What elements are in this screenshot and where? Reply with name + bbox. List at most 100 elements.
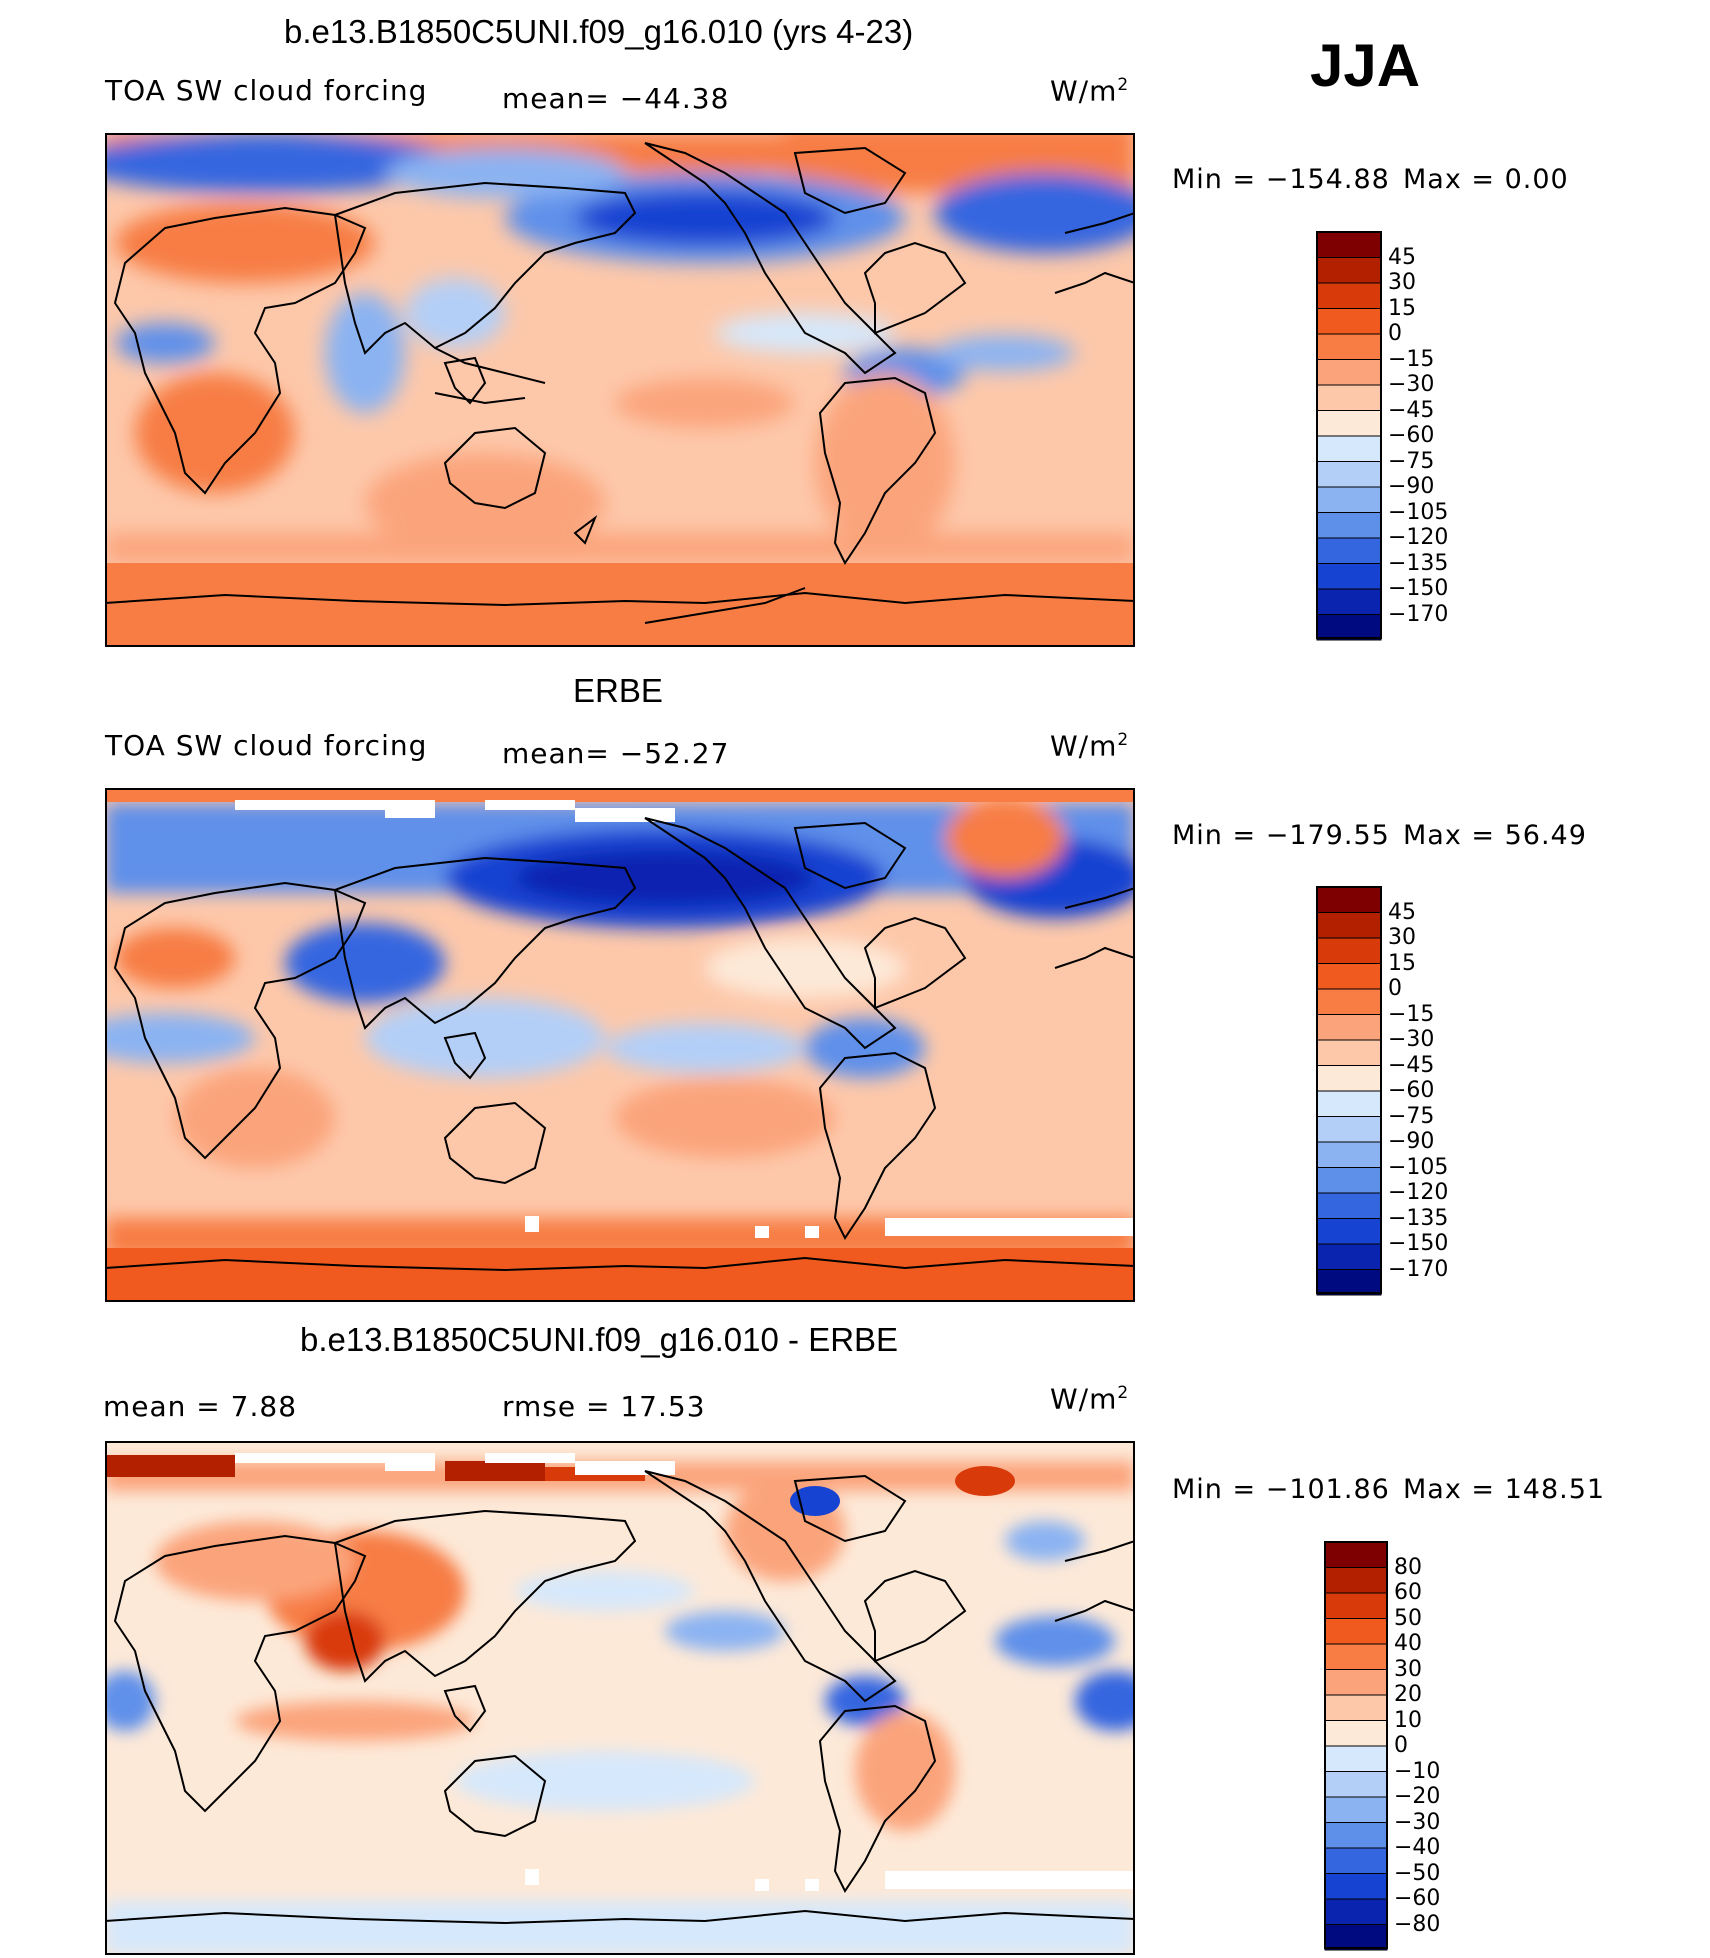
colorbar-tick-label: −170 bbox=[1388, 601, 1449, 627]
panel2-title: ERBE bbox=[573, 672, 663, 709]
colorbar-swatch bbox=[1316, 1039, 1382, 1066]
colorbar-swatch bbox=[1316, 563, 1382, 590]
colorbar-swatch bbox=[1324, 1618, 1388, 1645]
colorbar-swatch bbox=[1316, 614, 1382, 641]
colorbar-swatch bbox=[1316, 359, 1382, 386]
colorbar-swatch bbox=[1316, 1014, 1382, 1041]
colorbar-swatch bbox=[1324, 1541, 1388, 1568]
colorbar-swatch bbox=[1316, 886, 1382, 913]
colorbar-swatch bbox=[1316, 1269, 1382, 1296]
colorbar-swatch bbox=[1316, 1167, 1382, 1194]
colorbar-swatch bbox=[1316, 384, 1382, 411]
colorbar-tick-label: −60 bbox=[1394, 1886, 1441, 1911]
panel2-colorbar bbox=[1316, 886, 1382, 1296]
colorbar-swatch bbox=[1316, 486, 1382, 513]
colorbar-swatch bbox=[1324, 1669, 1388, 1696]
colorbar-swatch bbox=[1316, 1192, 1382, 1219]
colorbar-tick-label: −90 bbox=[1388, 1129, 1435, 1154]
panel2-missing-data bbox=[235, 800, 1135, 1238]
colorbar-tick-label: −60 bbox=[1388, 423, 1435, 448]
panel1-colorbar bbox=[1316, 231, 1382, 641]
colorbar-tick-label: −170 bbox=[1388, 1256, 1449, 1282]
colorbar-swatch bbox=[1316, 588, 1382, 615]
colorbar-tick-label: −135 bbox=[1388, 1205, 1449, 1231]
colorbar-tick-label: −15 bbox=[1388, 1001, 1435, 1027]
colorbar-swatch bbox=[1316, 988, 1382, 1015]
colorbar-swatch bbox=[1316, 1116, 1382, 1143]
colorbar-tick-label: 30 bbox=[1388, 270, 1416, 295]
panel3-map bbox=[105, 1441, 1135, 1955]
panel3-min-label: Min = −101.86 bbox=[1172, 1474, 1390, 1505]
panel1-variable-label: TOA SW cloud forcing bbox=[105, 74, 428, 107]
colorbar-swatch bbox=[1316, 963, 1382, 990]
panel2-coastlines bbox=[105, 817, 1135, 1272]
colorbar-tick-label: −40 bbox=[1394, 1835, 1441, 1860]
panel3-max-label: Max = 148.51 bbox=[1403, 1474, 1606, 1505]
colorbar-tick-label: 45 bbox=[1388, 899, 1416, 925]
colorbar-tick-label: 40 bbox=[1394, 1631, 1422, 1656]
colorbar-swatch bbox=[1316, 512, 1382, 539]
panel3-coastlines bbox=[105, 1470, 1135, 1925]
panel3-rmse-label: rmse = 17.53 bbox=[502, 1390, 706, 1423]
panel1-field bbox=[105, 133, 1135, 647]
colorbar-tick-label: −45 bbox=[1388, 1052, 1435, 1078]
colorbar-swatch bbox=[1324, 1720, 1388, 1747]
colorbar-swatch bbox=[1324, 1592, 1388, 1619]
colorbar-swatch bbox=[1316, 308, 1382, 335]
panel1-min-label: Min = −154.88 bbox=[1172, 164, 1390, 195]
panel1-max-label: Max = 0.00 bbox=[1403, 164, 1569, 195]
colorbar-tick-label: −150 bbox=[1388, 1231, 1449, 1256]
panel3-colorbar-swatches bbox=[1324, 1541, 1388, 1951]
colorbar-swatch bbox=[1324, 1771, 1388, 1798]
panel3-colorbar bbox=[1324, 1541, 1388, 1951]
colorbar-tick-label: −10 bbox=[1394, 1758, 1441, 1784]
colorbar-tick-label: −135 bbox=[1388, 550, 1449, 576]
panel2-variable-label: TOA SW cloud forcing bbox=[105, 729, 428, 762]
colorbar-tick-label: −60 bbox=[1388, 1078, 1435, 1103]
panel1-unit-label: W/m2 bbox=[1050, 74, 1130, 108]
colorbar-tick-label: 45 bbox=[1388, 244, 1416, 270]
colorbar-swatch bbox=[1316, 435, 1382, 462]
colorbar-swatch bbox=[1324, 1822, 1388, 1849]
panel3-mean-label: mean = 7.88 bbox=[103, 1390, 298, 1423]
panel2-colorbar-swatches bbox=[1316, 886, 1382, 1296]
colorbar-tick-label: −120 bbox=[1388, 1180, 1449, 1205]
colorbar-swatch bbox=[1316, 410, 1382, 437]
colorbar-swatch bbox=[1316, 231, 1382, 258]
panel2-field bbox=[105, 788, 1135, 1302]
panel1-colorbar-swatches bbox=[1316, 231, 1382, 641]
colorbar-tick-label: 0 bbox=[1394, 1733, 1408, 1758]
colorbar-tick-label: 15 bbox=[1388, 295, 1416, 321]
colorbar-swatch bbox=[1316, 937, 1382, 964]
panel3-field bbox=[105, 1441, 1135, 1955]
colorbar-tick-label: 60 bbox=[1394, 1580, 1422, 1605]
colorbar-swatch bbox=[1316, 537, 1382, 564]
colorbar-tick-label: −120 bbox=[1388, 525, 1449, 550]
colorbar-swatch bbox=[1324, 1847, 1388, 1874]
colorbar-tick-label: −150 bbox=[1388, 576, 1449, 601]
colorbar-tick-label: 10 bbox=[1394, 1707, 1422, 1733]
panel1-map bbox=[105, 133, 1135, 647]
colorbar-swatch bbox=[1324, 1924, 1388, 1951]
panel1-coastlines bbox=[105, 142, 1135, 624]
panel2-min-label: Min = −179.55 bbox=[1172, 820, 1390, 851]
colorbar-swatch bbox=[1316, 1090, 1382, 1117]
panel2-max-label: Max = 56.49 bbox=[1403, 820, 1587, 851]
panel1-title: b.e13.B1850C5UNI.f09_g16.010 (yrs 4-23) bbox=[284, 13, 914, 50]
colorbar-tick-label: −105 bbox=[1388, 499, 1449, 525]
colorbar-swatch bbox=[1324, 1898, 1388, 1925]
colorbar-tick-label: 20 bbox=[1394, 1682, 1422, 1707]
colorbar-swatch bbox=[1316, 1218, 1382, 1245]
panel1-mean-label: mean= −44.38 bbox=[502, 82, 730, 115]
colorbar-swatch bbox=[1316, 257, 1382, 284]
colorbar-tick-label: −50 bbox=[1394, 1860, 1441, 1886]
colorbar-tick-label: 0 bbox=[1388, 321, 1402, 346]
season-label: JJA bbox=[1310, 32, 1421, 99]
colorbar-swatch bbox=[1316, 333, 1382, 360]
colorbar-swatch bbox=[1324, 1643, 1388, 1670]
panel2-map bbox=[105, 788, 1135, 1302]
colorbar-tick-label: 0 bbox=[1388, 976, 1402, 1001]
colorbar-swatch bbox=[1324, 1873, 1388, 1900]
colorbar-swatch bbox=[1316, 1243, 1382, 1270]
colorbar-tick-label: 15 bbox=[1388, 950, 1416, 976]
